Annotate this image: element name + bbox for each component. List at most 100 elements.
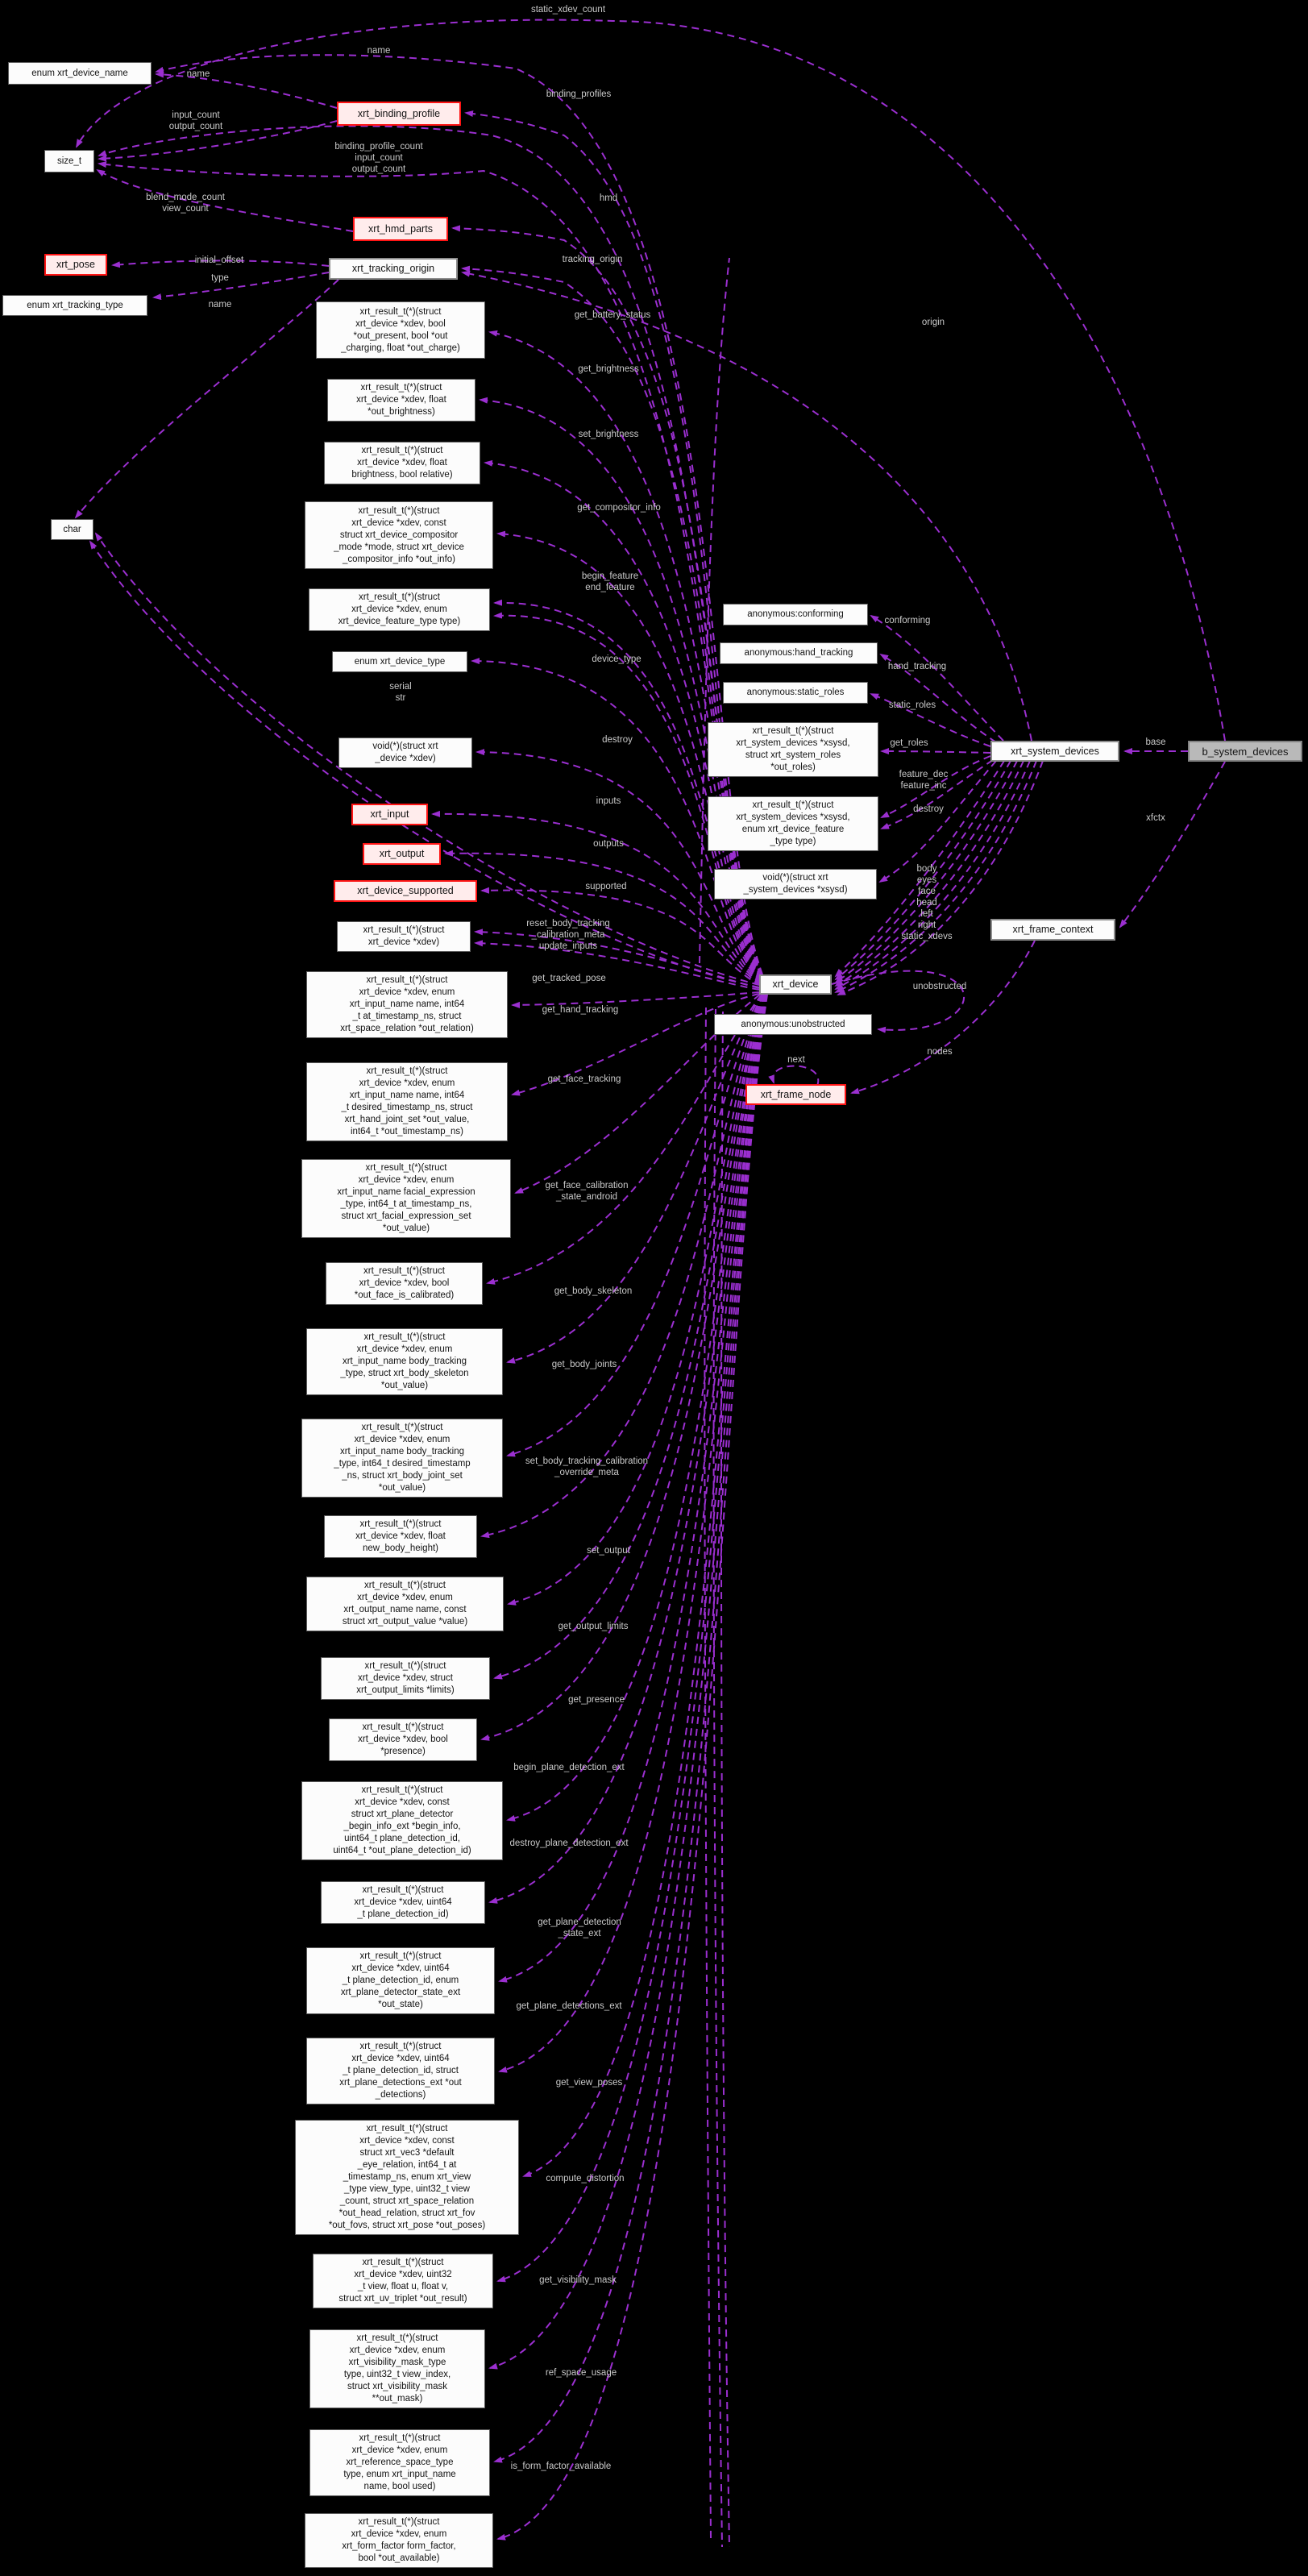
edge-label-origin: origin [921, 318, 945, 327]
node-xrt-output[interactable]: xrt_output [363, 843, 441, 865]
edge-label-unobstructed: unobstructed [912, 982, 967, 991]
edge-path [870, 614, 1004, 742]
edge-path [471, 658, 762, 983]
edge-label-get-plane-detection-state-ext: get_plane_detection _state_ext [538, 1917, 621, 1938]
node-sig-set-output: xrt_result_t(*)(struct xrt_device *xdev,… [306, 1577, 504, 1631]
node-enum-xrt-device-name[interactable]: enum xrt_device_name [8, 62, 152, 85]
edge-path [461, 270, 1032, 742]
edge-path [507, 994, 763, 1606]
node-xrt-binding-profile[interactable]: xrt_binding_profile [337, 102, 461, 126]
edge-path [444, 850, 762, 986]
edge-path [506, 994, 763, 1457]
edge-path [76, 19, 1226, 742]
edge-label-begin-end-feature: begin_feature end_feature [581, 571, 639, 592]
edge-path [834, 760, 1011, 981]
node-xrt-device[interactable]: xrt_device [759, 974, 832, 995]
node-size-t: size_t [44, 150, 94, 172]
node-sig-ref-space: xrt_result_t(*)(struct xrt_device *xdev,… [309, 2429, 490, 2496]
edge-path [480, 994, 763, 1539]
edge-path [98, 120, 338, 162]
edge-label-input-output-count: input_count output_count [168, 110, 223, 131]
edge-label-destroy-left: destroy [602, 735, 633, 745]
edge-path [479, 397, 762, 979]
edge-label-reset-update: reset_body_tracking _calibration_meta up… [526, 919, 610, 951]
node-b-system-devices: b_system_devices [1188, 741, 1302, 762]
edge-path [704, 1007, 712, 2540]
edge-path [514, 994, 761, 1194]
edge-path [506, 994, 765, 1822]
edge-label-get-presence: get_presence [568, 1695, 625, 1705]
edge-label-hmd: hmd [599, 193, 618, 203]
node-xrt-device-supported[interactable]: xrt_device_supported [334, 880, 477, 902]
edge-path [451, 225, 762, 977]
node-sig-destroy-xdev: void(*)(struct xrt _device *xdev) [338, 737, 472, 768]
edge-label-inputs: inputs [596, 796, 621, 806]
edge-label-get-body-joints: get_body_joints [551, 1360, 617, 1369]
edge-label-outputs: outputs [593, 839, 624, 849]
edge-label-get-compositor-info: get_compositor_info [577, 503, 661, 513]
edge-path [878, 760, 997, 883]
edge-path [486, 994, 762, 1285]
edge-path [475, 749, 762, 984]
node-sig-get-hand-tracking: xrt_result_t(*)(struct xrt_device *xdev,… [306, 1062, 508, 1141]
node-xrt-frame-context[interactable]: xrt_frame_context [990, 919, 1115, 941]
node-xrt-pose[interactable]: xrt_pose [44, 254, 107, 276]
edge-path [493, 599, 762, 982]
edge-label-is-form-factor-available: is_form_factor_available [510, 2462, 612, 2471]
edge-label-name-2: name [186, 69, 210, 79]
node-anonymous-unobstructed[interactable]: anonymous:unobstructed [714, 1014, 872, 1035]
edge-label-get-body-skeleton: get_body_skeleton [554, 1286, 633, 1296]
node-sig-plane-state: xrt_result_t(*)(struct xrt_device *xdev,… [306, 1947, 495, 2014]
node-xrt-hmd-parts[interactable]: xrt_hmd_parts [353, 217, 448, 241]
node-sig-form-factor: xrt_result_t(*)(struct xrt_device *xdev,… [305, 2513, 493, 2568]
node-sig-set-brightness: xrt_result_t(*)(struct xrt_device *xdev,… [324, 442, 480, 484]
edge-label-destroy-right: destroy [913, 804, 944, 814]
edge-path [834, 760, 1005, 978]
edge-label-get-brightness: get_brightness [578, 364, 639, 374]
edge-label-tracking-origin: tracking_origin [562, 255, 623, 264]
node-xrt-input[interactable]: xrt_input [351, 804, 428, 825]
edge-path [880, 755, 991, 818]
edge-label-xfctx: xfctx [1146, 813, 1165, 823]
node-sig-destroy-sys: void(*)(struct xrt _system_devices *xsys… [714, 869, 877, 900]
edge-label-get-face-calibration: get_face_calibration _state_android [545, 1181, 629, 1202]
node-xrt-system-devices[interactable]: xrt_system_devices [990, 741, 1119, 762]
node-sig-get-body-skeleton: xrt_result_t(*)(struct xrt_device *xdev,… [306, 1328, 503, 1395]
edge-label-name-1: name [367, 46, 391, 56]
edge-path [488, 994, 765, 1904]
edge-path [506, 994, 762, 1364]
edge-path [831, 970, 965, 1033]
edge-label-initial-offset: initial_offset [194, 256, 244, 265]
edge-label-static-xdev-count: static_xdev_count [530, 5, 606, 15]
edge-path [712, 1008, 723, 2548]
node-enum-xrt-device-type[interactable]: enum xrt_device_type [332, 651, 467, 672]
node-sig-visibility-mask: xrt_result_t(*)(struct xrt_device *xdev,… [309, 2329, 485, 2408]
edge-path [474, 940, 760, 991]
node-sig-destroy-plane: xrt_result_t(*)(struct xrt_device *xdev,… [321, 1881, 485, 1924]
edge-label-get-plane-detections-ext: get_plane_detections_ext [516, 2001, 622, 2011]
edge-path [834, 760, 1024, 987]
node-xrt-tracking-origin[interactable]: xrt_tracking_origin [329, 258, 458, 280]
node-sig-get-face-tracking: xrt_result_t(*)(struct xrt_device *xdev,… [301, 1159, 511, 1238]
node-sig-begin-plane: xrt_result_t(*)(struct xrt_device *xdev,… [301, 1781, 503, 1860]
edge-label-conforming: conforming [884, 616, 931, 625]
node-sig-get-brightness: xrt_result_t(*)(struct xrt_device *xdev,… [327, 379, 475, 422]
node-xrt-frame-node[interactable]: xrt_frame_node [745, 1084, 846, 1105]
node-sig-new-body-height: xrt_result_t(*)(struct xrt_device *xdev,… [324, 1515, 477, 1558]
node-anonymous-conforming[interactable]: anonymous:conforming [723, 604, 868, 625]
edge-label-compute-distortion: compute_distortion [546, 2174, 625, 2183]
node-sig-output-limits: xrt_result_t(*)(struct xrt_device *xdev,… [321, 1657, 490, 1700]
node-enum-xrt-tracking-type[interactable]: enum xrt_tracking_type [2, 295, 147, 316]
edge-label-get-output-limits: get_output_limits [558, 1622, 629, 1631]
node-anonymous-static-roles[interactable]: anonymous:static_roles [723, 682, 868, 704]
edge-label-hand-tracking: hand_tracking [887, 662, 947, 671]
node-anonymous-hand-tracking[interactable]: anonymous:hand_tracking [720, 642, 878, 664]
edge-path [480, 887, 762, 987]
edge-label-supported: supported [585, 882, 627, 891]
edge-label-get-visibility-mask: get_visibility_mask [539, 2275, 617, 2285]
edge-path [496, 530, 762, 981]
edge-label-get-hand-tracking: get_hand_tracking [542, 1005, 619, 1015]
edge-path [850, 940, 1036, 1095]
node-sig-xdev: xrt_result_t(*)(struct xrt_device *xdev) [337, 921, 471, 952]
node-sig-face-calibrated: xrt_result_t(*)(struct xrt_device *xdev,… [326, 1262, 483, 1305]
